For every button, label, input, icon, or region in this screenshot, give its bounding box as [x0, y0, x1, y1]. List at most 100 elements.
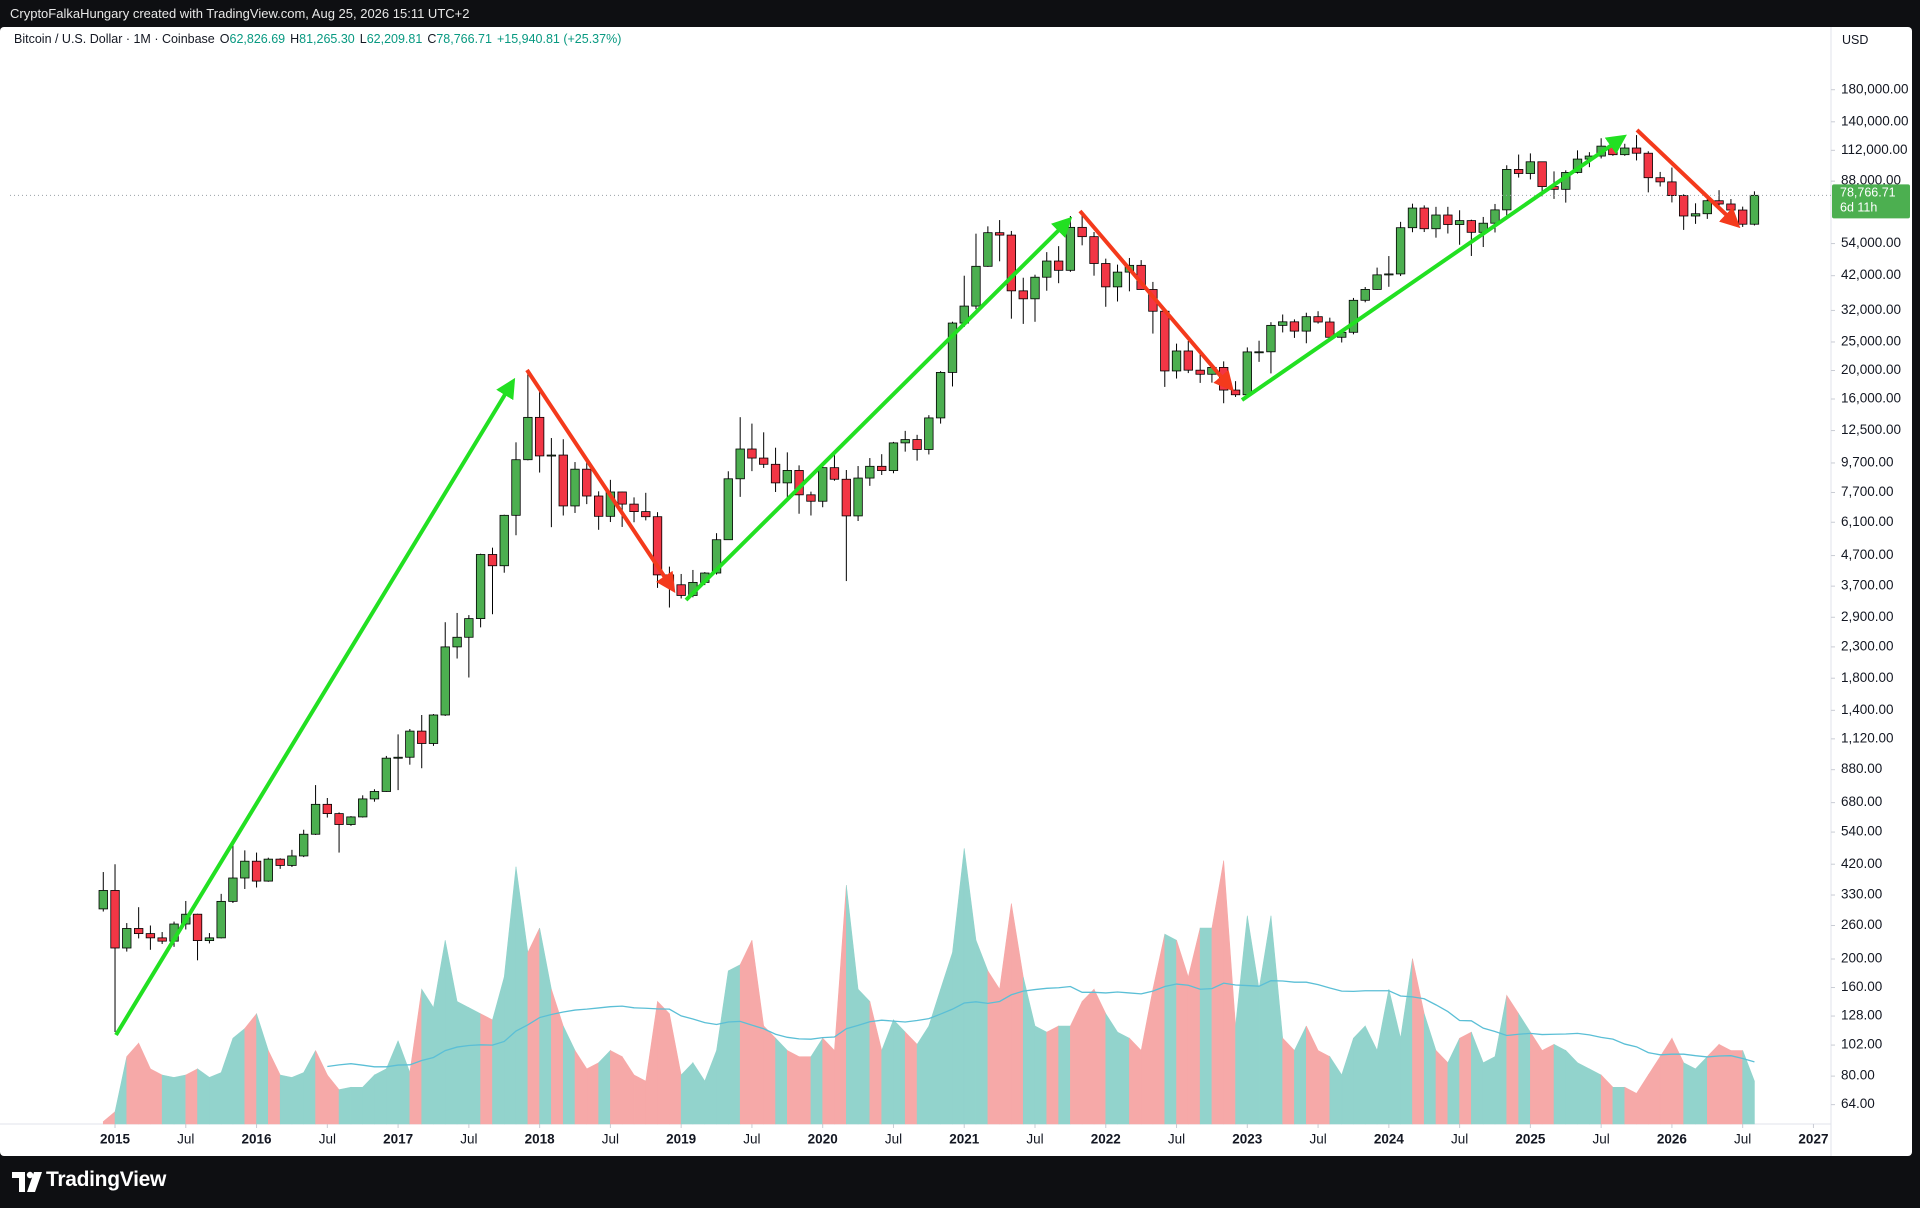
volume-area — [468, 1007, 481, 1125]
volume-area — [846, 885, 859, 1125]
candle-body — [747, 448, 757, 459]
candle-body — [1679, 195, 1689, 217]
y-tick-label: 1,400.00 — [1841, 702, 1894, 717]
volume-area — [704, 1050, 717, 1125]
volume-area — [1471, 1032, 1484, 1125]
candle-body — [1537, 161, 1547, 187]
ohlc-key: L — [359, 32, 367, 46]
volume-area — [834, 885, 847, 1125]
volume-area — [680, 1062, 694, 1125]
volume-area — [421, 988, 434, 1125]
volume-area — [1518, 1012, 1531, 1125]
volume-area — [633, 1074, 647, 1125]
x-tick-label: Jul — [602, 1132, 619, 1147]
volume-area — [1093, 989, 1107, 1125]
volume-area — [551, 989, 564, 1125]
x-tick-label: 2022 — [1091, 1132, 1121, 1147]
volume-area — [1058, 1025, 1071, 1125]
candle-body — [1042, 260, 1052, 278]
volume-area — [315, 1050, 328, 1125]
currency: USD — [1842, 33, 1869, 47]
volume-area — [173, 1074, 187, 1125]
brand-logo — [12, 1171, 42, 1192]
volume-area — [1164, 933, 1177, 1125]
volume-area — [621, 1055, 635, 1125]
candle-body — [617, 491, 627, 505]
symbol: Bitcoin / U.S. Dollar · 1M · Coinbase — [14, 32, 215, 46]
candle-body — [1348, 299, 1359, 333]
x-tick-label: 2027 — [1798, 1132, 1828, 1147]
candle-body — [711, 539, 722, 574]
candle-body — [641, 511, 651, 518]
volume-area — [1235, 915, 1248, 1125]
candle-body — [1454, 220, 1465, 225]
volume-area — [433, 940, 446, 1125]
x-tick-label: 2017 — [383, 1132, 413, 1147]
candle-body — [157, 937, 167, 942]
candle-body — [534, 416, 545, 457]
ohlc-value: 62,826.69 — [229, 32, 286, 46]
x-tick-label: Jul — [743, 1132, 760, 1147]
volume-area — [279, 1074, 293, 1125]
candle-body — [1726, 203, 1736, 211]
candle-body — [1018, 290, 1028, 300]
y-tick-label: 2,900.00 — [1841, 609, 1894, 624]
volume-ma — [327, 980, 1755, 1068]
y-tick-label: 32,000.00 — [1841, 302, 1901, 317]
volume-area — [114, 1056, 128, 1125]
x-tick-label: 2026 — [1657, 1132, 1688, 1147]
volume-area — [1223, 860, 1236, 1125]
candle-body — [1112, 271, 1123, 288]
x-tick-label: 2015 — [100, 1132, 131, 1147]
x-tick-label: 2018 — [525, 1132, 556, 1147]
volume-area — [126, 1042, 139, 1125]
y-tick-label: 80.00 — [1841, 1068, 1875, 1083]
volume-area — [975, 940, 989, 1125]
volume-area — [268, 1050, 281, 1125]
candle-body — [369, 791, 380, 800]
y-tick-label: 1,120.00 — [1841, 730, 1894, 745]
volume-area — [1589, 1068, 1602, 1125]
volume-area — [1636, 1073, 1649, 1125]
candle-body — [947, 322, 958, 373]
candle-body — [1749, 194, 1760, 225]
candle-body — [912, 439, 922, 450]
volume-area — [1612, 1086, 1626, 1125]
ohlc-key: H — [290, 32, 300, 46]
volume-area — [716, 970, 729, 1125]
y-tick-label: 680.00 — [1841, 794, 1882, 809]
volume-area — [1046, 1025, 1059, 1125]
volume-area — [1011, 903, 1024, 1125]
candle-body — [1738, 209, 1748, 225]
y-tick-label: 7,700.00 — [1841, 484, 1894, 499]
volume-area — [1211, 860, 1224, 1125]
y-tick-label: 20,000.00 — [1841, 362, 1901, 377]
candle-body — [428, 714, 439, 744]
candle-body — [204, 937, 215, 942]
volume-area — [397, 1040, 411, 1125]
volume-area — [102, 1111, 116, 1125]
volume-area — [1282, 1037, 1295, 1125]
candle-body — [1289, 321, 1300, 332]
y-tick-label: 540.00 — [1841, 824, 1882, 839]
candle-body — [358, 798, 368, 818]
y-tick-label: 330.00 — [1841, 887, 1882, 902]
volume-area — [1600, 1074, 1614, 1125]
y-tick-label: 6,100.00 — [1841, 514, 1894, 529]
candle-body — [240, 860, 250, 879]
volume-area — [209, 1072, 222, 1125]
candle-body — [888, 442, 899, 471]
volume-area — [444, 940, 458, 1125]
volume-area — [798, 1056, 812, 1125]
volume-area — [1117, 1031, 1130, 1125]
candle-body — [1407, 207, 1418, 229]
volume-area — [1199, 927, 1213, 1125]
x-tick-label: Jul — [1734, 1132, 1751, 1147]
volume-area — [244, 1012, 257, 1125]
volume-area — [1388, 989, 1401, 1125]
ohlc-value: 81,265.30 — [299, 32, 355, 46]
volume-area — [1317, 1050, 1331, 1125]
y-tick-label: 160.00 — [1841, 979, 1882, 994]
candle-body — [464, 618, 474, 638]
